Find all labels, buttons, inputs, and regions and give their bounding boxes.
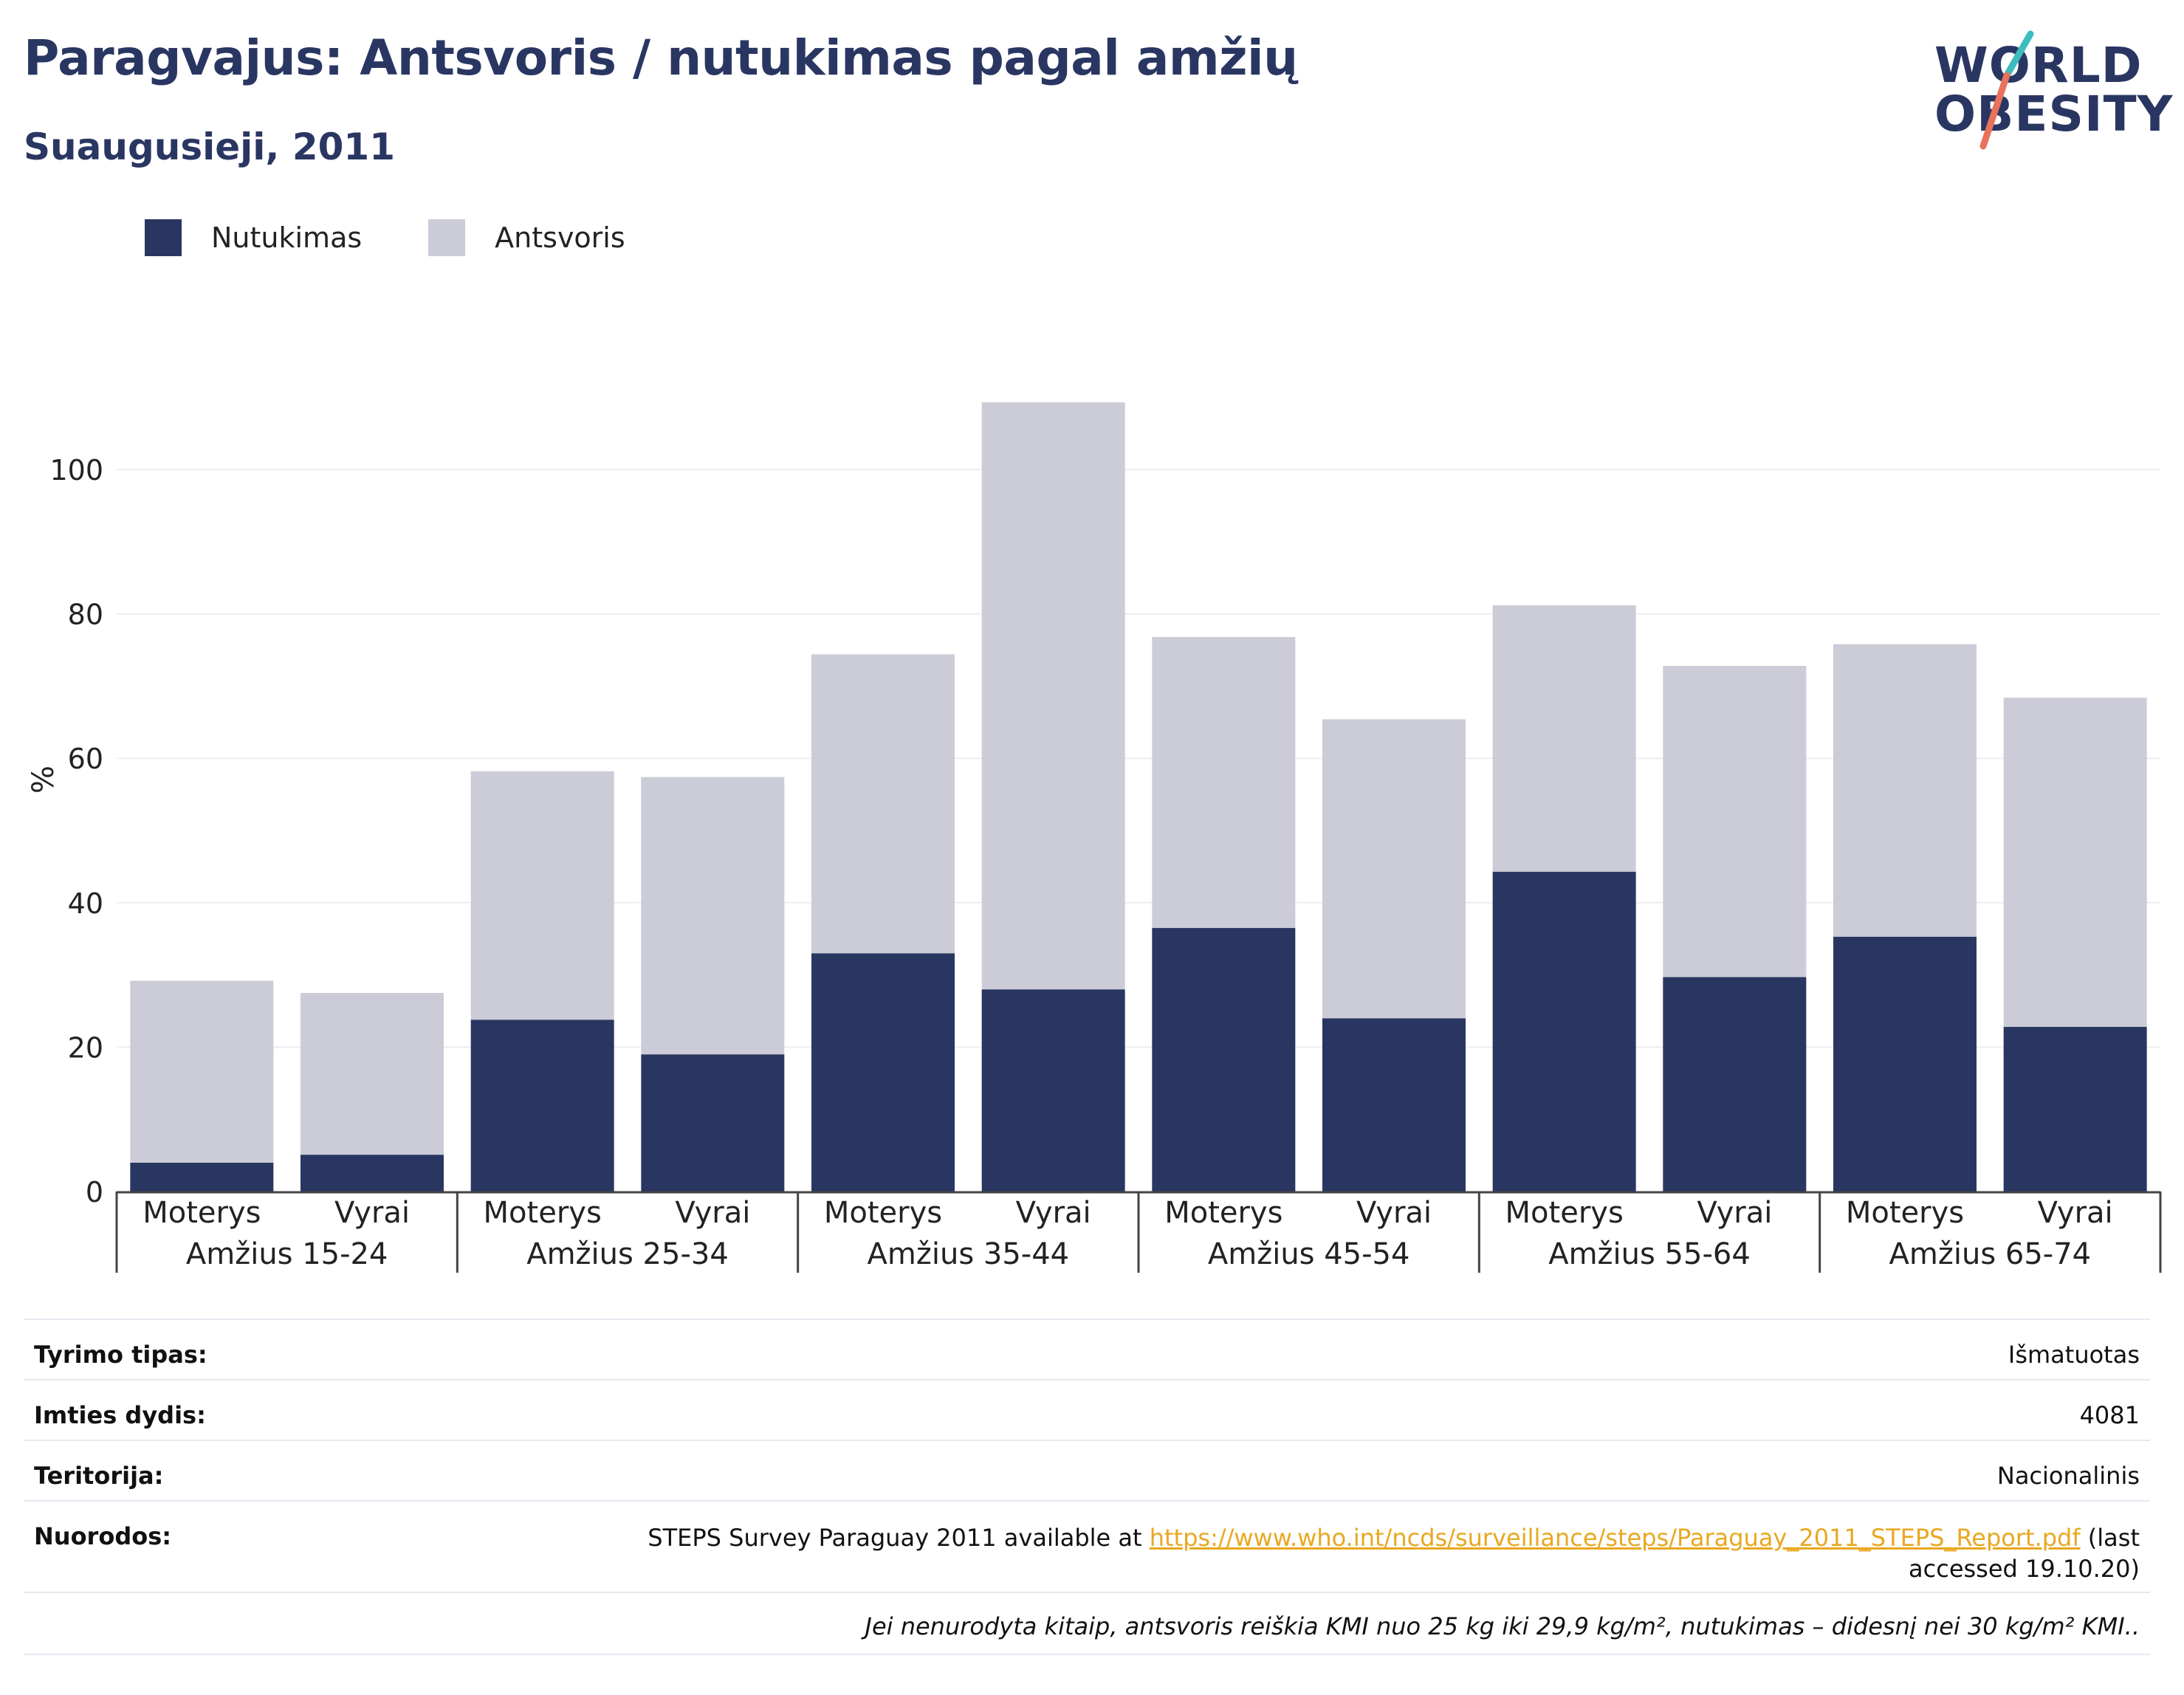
x-subcategory-label: Moterys — [824, 1196, 942, 1230]
bar-overweight — [641, 777, 785, 1055]
x-subcategory-label: Moterys — [142, 1196, 261, 1230]
reference-link[interactable]: https://www.who.int/ncds/surveillance/st… — [1149, 1524, 2081, 1552]
info-row-survey-type: Tyrimo tipas: Išmatuotas — [24, 1318, 2150, 1381]
x-subcategory-label: Vyrai — [2038, 1196, 2113, 1230]
info-key: Nuorodos: — [34, 1522, 172, 1550]
bar-obesity — [301, 1155, 444, 1192]
bar-obesity — [1833, 936, 1977, 1192]
bar-obesity — [2003, 1027, 2147, 1192]
bar-obesity — [130, 1162, 274, 1192]
reference-line-2: accessed 19.10.20) — [1909, 1555, 2140, 1583]
footnote: Jei nenurodyta kitaip, antsvoris reiškia… — [865, 1612, 2140, 1640]
bar-overweight — [130, 980, 274, 1163]
info-value: STEPS Survey Paraguay 2011 available at … — [648, 1522, 2140, 1584]
x-subcategory-label: Moterys — [1164, 1196, 1282, 1230]
legend-label-obesity: Nutukimas — [211, 221, 363, 254]
legend-swatch-overweight — [428, 219, 466, 256]
bar-obesity — [641, 1054, 785, 1192]
x-subcategory-label: Vyrai — [675, 1196, 750, 1230]
bar-obesity — [811, 953, 955, 1192]
bar-overweight — [1152, 636, 1296, 929]
world-obesity-logo: WORLD OBESITY — [1920, 30, 2174, 162]
x-subcategory-label: Vyrai — [1016, 1196, 1091, 1230]
bar-overweight — [1492, 605, 1636, 872]
legend-item-obesity[interactable]: Nutukimas — [145, 219, 362, 256]
info-value: Nacionalinis — [1996, 1462, 2140, 1490]
info-key: Teritorija: — [34, 1462, 164, 1490]
info-value: 4081 — [2079, 1401, 2140, 1429]
bar-obesity — [1152, 928, 1296, 1192]
info-value: Išmatuotas — [2008, 1341, 2140, 1369]
bar-overweight — [1833, 644, 1977, 937]
legend-item-overweight[interactable]: Antsvoris — [428, 219, 625, 256]
x-subcategory-label: Moterys — [1505, 1196, 1624, 1230]
x-group-label: Amžius 25-34 — [526, 1237, 729, 1271]
info-row-footnote: Jei nenurodyta kitaip, antsvoris reiškia… — [24, 1592, 2150, 1655]
bar-overweight — [1663, 666, 1807, 977]
info-key: Tyrimo tipas: — [34, 1341, 207, 1369]
x-group-label: Amžius 55-64 — [1548, 1237, 1751, 1271]
logo-line-1: WORLD — [1934, 37, 2143, 94]
x-subcategory-label: Vyrai — [1697, 1196, 1772, 1230]
bar-overweight — [981, 402, 1125, 990]
x-subcategory-label: Vyrai — [1356, 1196, 1432, 1230]
x-group-label: Amžius 65-74 — [1889, 1237, 2092, 1271]
reference-text: STEPS Survey Paraguay 2011 available at — [648, 1524, 1150, 1552]
info-row-references: Nuorodos: STEPS Survey Paraguay 2011 ava… — [24, 1500, 2150, 1593]
bar-obesity — [1322, 1018, 1466, 1192]
info-row-sample-size: Imties dydis: 4081 — [24, 1379, 2150, 1441]
bar-obesity — [981, 989, 1125, 1192]
x-subcategory-label: Moterys — [1846, 1196, 1964, 1230]
bar-overweight — [301, 993, 444, 1155]
bar-overweight — [1322, 719, 1466, 1019]
bar-overweight — [470, 771, 614, 1020]
bar-obesity — [470, 1020, 614, 1192]
info-key: Imties dydis: — [34, 1401, 206, 1429]
chart-legend: Nutukimas Antsvoris — [145, 217, 692, 258]
bar-obesity — [1492, 871, 1636, 1192]
y-tick-label: 80 — [68, 599, 103, 631]
legend-swatch-obesity — [145, 219, 182, 256]
page-subtitle: Suaugusieji, 2011 — [24, 126, 395, 168]
logo-line-2: OBESITY — [1934, 86, 2174, 142]
legend-label-overweight: Antsvoris — [495, 221, 625, 254]
bar-overweight — [2003, 698, 2147, 1028]
x-subcategory-label: Moterys — [484, 1196, 602, 1230]
stacked-bar-chart: 0 20 40 60 80 100% Moterys Vyrai Moterys Vyrai Mot… — [27, 402, 2162, 1273]
y-axis-label: % — [27, 766, 61, 794]
y-tick-label: 60 — [68, 743, 103, 775]
bar-overweight — [811, 654, 955, 954]
x-group-label: Amžius 35-44 — [868, 1237, 1070, 1271]
bar-obesity — [1663, 977, 1807, 1192]
page-title: Paragvajus: Antsvoris / nutukimas pagal … — [24, 30, 1298, 86]
reference-suffix: (last — [2080, 1524, 2140, 1552]
x-subcategory-label: Vyrai — [334, 1196, 410, 1230]
y-tick-label: 0 — [86, 1176, 103, 1208]
x-group-label: Amžius 15-24 — [186, 1237, 388, 1271]
info-row-territory: Teritorija: Nacionalinis — [24, 1440, 2150, 1502]
y-tick-label: 40 — [68, 887, 103, 920]
logo-slash-icon — [1979, 30, 2034, 150]
x-group-label: Amžius 45-54 — [1208, 1237, 1410, 1271]
y-tick-label: 100 — [49, 454, 103, 487]
y-tick-label: 20 — [68, 1031, 103, 1064]
